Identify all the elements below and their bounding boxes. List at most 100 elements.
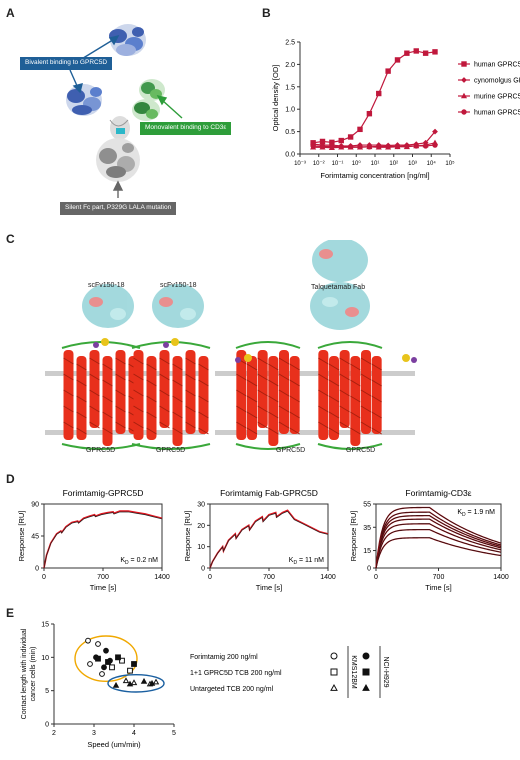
fab-domain-left: [66, 84, 102, 116]
panel-label-b: B: [262, 6, 271, 20]
b-data-point: [432, 128, 438, 135]
e-y-tick-label: 15: [41, 622, 49, 629]
d-title: Forimtamig Fab-GPRC5D: [220, 488, 318, 498]
e-data-point-filled: [112, 681, 120, 688]
d-y-tick-label: 0: [201, 566, 205, 573]
d-y-tick-label: 55: [363, 502, 371, 509]
b-data-point: [413, 48, 419, 54]
e-legend-marker-open: [330, 683, 338, 691]
b-y-tick-label: 2.0: [285, 62, 295, 69]
loop: [61, 341, 141, 349]
panel-label-c: C: [6, 232, 15, 246]
e-x-tick-label: 5: [172, 730, 176, 737]
loop: [317, 443, 383, 450]
d-x-axis-label: Time [s]: [425, 583, 451, 592]
transmembrane-helix: [361, 350, 371, 434]
fc-domain: [96, 138, 140, 182]
d-y-axis-label: Response [RU]: [349, 511, 358, 562]
chart-d2-fab-gprc5d: Forimtamig Fab-GPRC5D 0 10 20 30 0 700 1400 Time…: [183, 488, 336, 592]
transmembrane-helix: [159, 350, 170, 428]
b-data-point: [422, 50, 429, 56]
panel-label-a: A: [6, 6, 15, 20]
d3-sensorgram-curve: [375, 523, 502, 569]
legend-e: Forimtamig 200 ng/ml 1+1 GPRC5D TCB 200 n…: [190, 646, 389, 698]
loop: [61, 443, 141, 450]
e-legend-marker-open: [330, 668, 338, 676]
e-x-tick-label: 2: [52, 730, 56, 737]
d-x-axis-label: Time [s]: [256, 583, 282, 592]
e-legend-col-kms12bm: KMS12BM: [350, 655, 357, 689]
b-y-axis-label: Optical density [OD]: [271, 65, 280, 132]
transmembrane-helix: [339, 350, 350, 428]
e-cluster-ellipse-untargeted: [107, 673, 165, 693]
e-data-point-open: [99, 671, 105, 677]
d-title: Forimtamig-GPRC5D: [63, 488, 144, 498]
b-x-tick-label: 10¹: [371, 161, 380, 167]
b-x-tick-label: 10⁻²: [313, 161, 325, 167]
b-data-point: [394, 143, 401, 150]
e-x-axis-label: Speed (um/min): [87, 740, 141, 749]
b-y-tick-label: 1.5: [285, 84, 295, 91]
transmembrane-helix: [268, 356, 279, 446]
scfv-left: [82, 284, 134, 328]
monovalent-callout: Monovalent binding to CD3ε: [140, 122, 232, 135]
b-data-point: [432, 142, 438, 148]
b-legend-label: murine GPRC5D: [474, 94, 520, 101]
d-kd-label: KD = 1.9 nM: [457, 509, 495, 518]
d-y-tick-label: 90: [31, 502, 39, 509]
d-kd-label: KD = 0.2 nM: [120, 557, 158, 566]
b-legend-marker: [461, 77, 467, 83]
fc-arrow: [112, 180, 124, 198]
b-data-point: [338, 137, 344, 144]
transmembrane-helix: [89, 350, 100, 428]
e-data-point-open: [119, 657, 125, 664]
d3-fit-curve: [375, 507, 502, 569]
e-legend-marker-open: [330, 652, 338, 660]
d-y-tick-label: 30: [197, 502, 205, 509]
d3-fit-curve: [375, 515, 502, 569]
d3-fit-curve: [375, 537, 502, 569]
e-data-point-filled: [103, 647, 109, 654]
label-talquetamab-fab: Talquetamab Fab: [311, 284, 366, 291]
hinge-region: [109, 116, 130, 140]
d-y-tick-label: 15: [363, 548, 371, 555]
d-x-tick-label: 700: [97, 574, 109, 581]
d-x-axis-label: Time [s]: [90, 583, 116, 592]
b-legend-label: cynomolgus GPRC5D: [474, 78, 520, 85]
d-y-tick-label: 35: [363, 525, 371, 532]
d-fit-curve: [43, 511, 163, 569]
b-data-point: [385, 143, 391, 150]
b-data-point: [366, 110, 373, 117]
d-title: Forimtamig-CD3ε: [405, 488, 471, 498]
b-y-tick-label: 0.5: [285, 129, 295, 136]
b-legend-marker: [461, 109, 467, 115]
b-data-point: [357, 144, 363, 150]
b-data-point: [319, 143, 326, 150]
d-y-tick-label: 10: [197, 544, 205, 551]
b-data-point: [376, 143, 382, 150]
d3-sensorgram-curve: [375, 506, 502, 569]
b-data-point: [394, 57, 401, 63]
b-x-tick-label: 10³: [408, 161, 417, 167]
e-y-tick-label: 5: [45, 688, 49, 695]
d-x-tick-label: 1400: [320, 574, 336, 581]
b-data-point: [329, 143, 335, 150]
d-x-tick-label: 0: [42, 574, 46, 581]
transmembrane-helix: [146, 356, 157, 440]
transmembrane-helix: [236, 350, 247, 440]
b-data-point: [310, 143, 316, 149]
e-data-point-open: [95, 641, 101, 647]
e-data-point-filled: [101, 664, 107, 671]
transmembrane-helix: [350, 356, 361, 446]
e-legend-label: Forimtamig 200 ng/ml: [190, 654, 258, 661]
b-x-tick-label: 10⁰: [352, 160, 362, 167]
b-legend-label: human GPRC5D: [474, 62, 520, 69]
chart-d1-forimtamig-gprc5d: Forimtamig-GPRC5D 0 45 90 0 700 1400 Time [s] Re…: [17, 488, 170, 592]
transmembrane-helix: [257, 350, 268, 428]
e-group-2: [112, 677, 160, 688]
e-legend-col-ncih929: NCI-H929: [382, 656, 389, 687]
antibody-structure-illustration: [66, 24, 183, 198]
d-fit-curve: [209, 510, 329, 569]
transmembrane-helix: [133, 350, 144, 440]
b-x-tick-label: 10²: [389, 161, 398, 167]
